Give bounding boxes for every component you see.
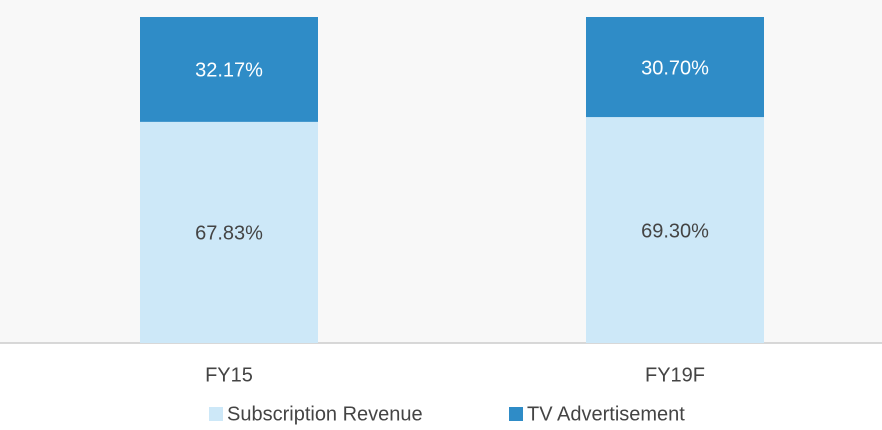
legend-label: Subscription Revenue — [227, 403, 423, 425]
legend-swatch — [509, 407, 523, 421]
data-label: 30.70% — [641, 57, 709, 79]
legend-label: TV Advertisement — [527, 403, 685, 425]
x-tick-label: FY15 — [205, 364, 253, 386]
bar-segment — [586, 17, 764, 118]
data-label: 32.17% — [195, 60, 263, 82]
data-label: 67.83% — [195, 223, 263, 245]
bar-segment — [140, 121, 318, 343]
bar-segment — [586, 117, 764, 343]
data-label: 69.30% — [641, 220, 709, 242]
x-tick-label: FY19F — [645, 364, 705, 386]
legend-swatch — [209, 407, 223, 421]
bar-segment — [140, 17, 318, 122]
